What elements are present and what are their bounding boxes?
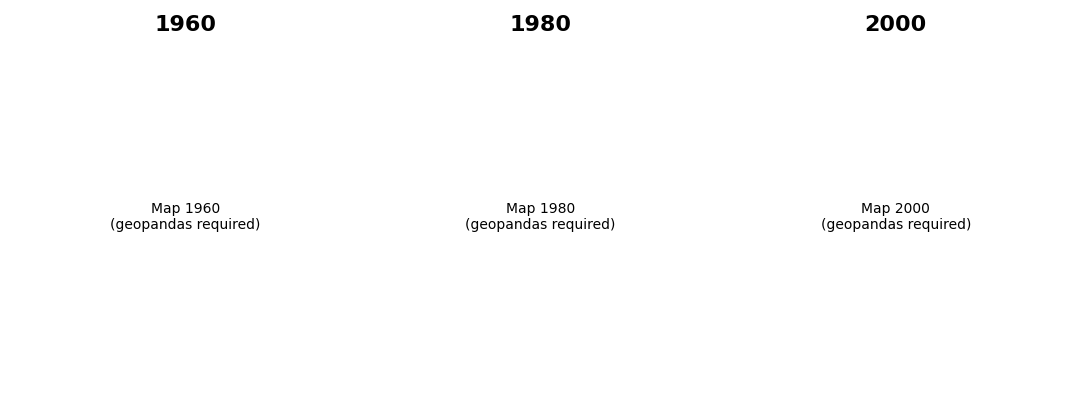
- Text: Map 2000
(geopandas required): Map 2000 (geopandas required): [820, 202, 971, 232]
- Title: 1960: 1960: [155, 15, 216, 35]
- Text: Map 1960
(geopandas required): Map 1960 (geopandas required): [110, 202, 261, 232]
- Title: 1980: 1980: [509, 15, 572, 35]
- Title: 2000: 2000: [865, 15, 927, 35]
- Text: Map 1980
(geopandas required): Map 1980 (geopandas required): [465, 202, 616, 232]
